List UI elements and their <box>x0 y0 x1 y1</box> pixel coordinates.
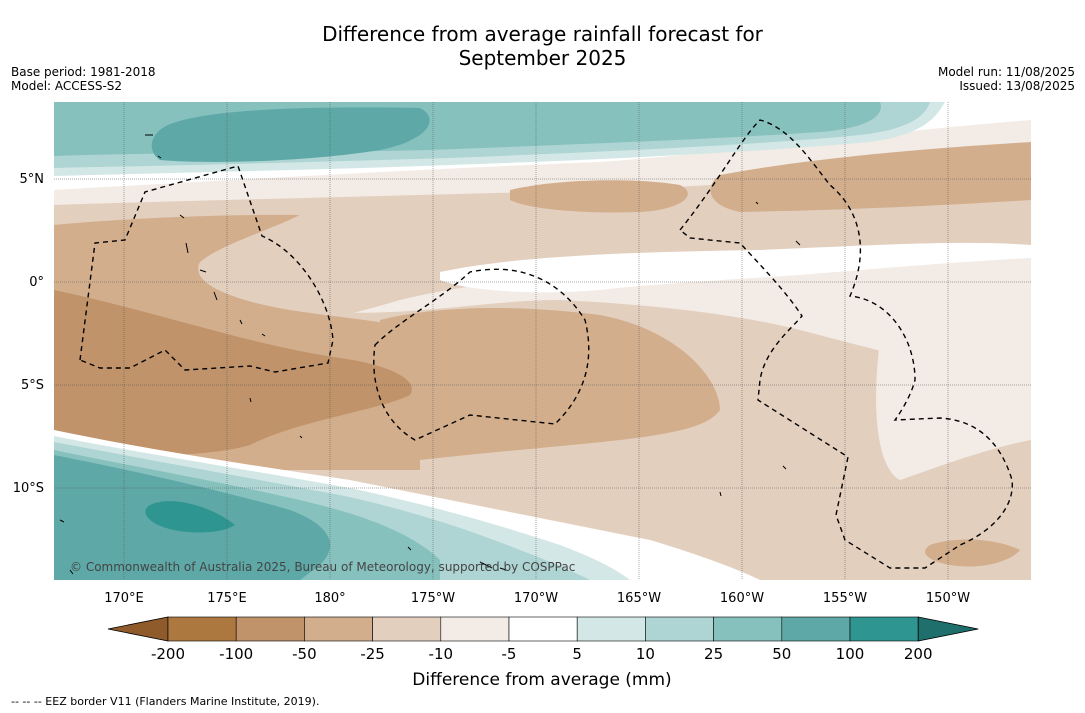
lon-label-155w: 155°W <box>823 591 867 606</box>
lon-label-170w: 170°W <box>514 591 558 606</box>
contour-south-200 <box>145 501 235 533</box>
colorbar-swatch <box>304 616 373 642</box>
colorbar-swatch <box>372 616 442 642</box>
map-title-line1: Difference from average rainfall forecas… <box>322 22 763 46</box>
eez-tuvalu-region <box>79 165 334 373</box>
lon-labels: 170°E 175°E 180° 175°W 170°W 165°W 160°W… <box>104 591 970 606</box>
colorbar: -200 -100 -50 -25 -10 -5 5 10 25 50 100 200 <box>107 616 979 663</box>
meta-left: Base period: 1981-2018 Model: ACCESS-S2 <box>11 65 156 93</box>
contour-southeast-50 <box>925 539 1020 567</box>
colorbar-swatch <box>645 616 714 642</box>
lon-label-180: 180° <box>314 591 345 606</box>
graticule <box>54 102 1031 580</box>
colorbar-swatch <box>167 616 237 642</box>
colorbar-tick-label: -200 <box>151 645 185 663</box>
eez-footnote: -- -- -- EEZ border V11 (Flanders Marine… <box>11 695 320 708</box>
copyright-notice: © Commonwealth of Australia 2025, Bureau… <box>70 560 575 574</box>
lat-labels: 5°N 0° 5°S 10°S <box>13 172 44 496</box>
colorbar-tick-label: -5 <box>502 645 517 663</box>
colorbar-tick-label: 50 <box>772 645 791 663</box>
contour-north-100 <box>151 107 430 162</box>
lat-label-0: 0° <box>29 275 44 290</box>
colorbar-swatch <box>440 616 510 642</box>
lon-label-170e: 170°E <box>104 591 144 606</box>
lon-label-175e: 175°E <box>207 591 247 606</box>
lon-label-160w: 160°W <box>720 591 764 606</box>
lat-label-5s: 5°S <box>21 378 44 393</box>
model-name: Model: ACCESS-S2 <box>11 79 123 93</box>
colorbar-tick-label: 100 <box>836 645 865 663</box>
colorbar-tick-label: 200 <box>904 645 933 663</box>
colorbar-swatch <box>576 616 646 642</box>
base-period: Base period: 1981-2018 <box>11 65 156 79</box>
issued-date: Issued: 13/08/2025 <box>959 79 1075 93</box>
colorbar-tick-label: -25 <box>360 645 385 663</box>
colorbar-swatch <box>713 616 783 642</box>
colorbar-tick-label: 25 <box>704 645 723 663</box>
colorbar-swatch <box>849 616 919 642</box>
island-outlines <box>59 134 801 575</box>
contour-northcentral-50 <box>510 180 688 213</box>
colorbar-label: Difference from average (mm) <box>412 670 671 690</box>
lon-label-165w: 165°W <box>617 591 661 606</box>
colorbar-tick-label: 5 <box>572 645 582 663</box>
rainfall-anomaly-map: © Commonwealth of Australia 2025, Bureau… <box>54 102 1031 580</box>
colorbar-tick-label: -10 <box>429 645 454 663</box>
lat-label-5n: 5°N <box>20 172 45 187</box>
colorbar-extend-high <box>917 616 979 642</box>
eez-tokelau-region <box>373 268 590 441</box>
contour-equator-white <box>440 242 1031 293</box>
colorbar-swatch <box>235 616 305 642</box>
eez-cook-islands-region <box>679 119 1013 569</box>
map-title-line2: September 2025 <box>458 46 627 70</box>
colorbar-swatch <box>781 616 851 642</box>
contour-central-south-50 <box>380 308 720 460</box>
contour-northeast-50 <box>710 142 1031 212</box>
colorbar-swatch <box>508 616 578 642</box>
lon-label-150w: 150°W <box>926 591 970 606</box>
lon-label-175w: 175°W <box>411 591 455 606</box>
islands <box>59 134 801 575</box>
lat-label-10s: 10°S <box>13 481 44 496</box>
contour-southeast-10 <box>876 340 1031 480</box>
model-run: Model run: 11/08/2025 <box>937 65 1075 79</box>
contour-west-100 <box>54 290 412 455</box>
colorbar-tick-label: -100 <box>219 645 253 663</box>
eez-borders <box>79 119 1013 569</box>
colorbar-tick-label: 10 <box>636 645 655 663</box>
colorbar-tick-label: -50 <box>292 645 317 663</box>
colorbar-extend-low <box>107 616 169 642</box>
meta-right: Model run: 11/08/2025 Issued: 13/08/2025 <box>938 65 1075 93</box>
